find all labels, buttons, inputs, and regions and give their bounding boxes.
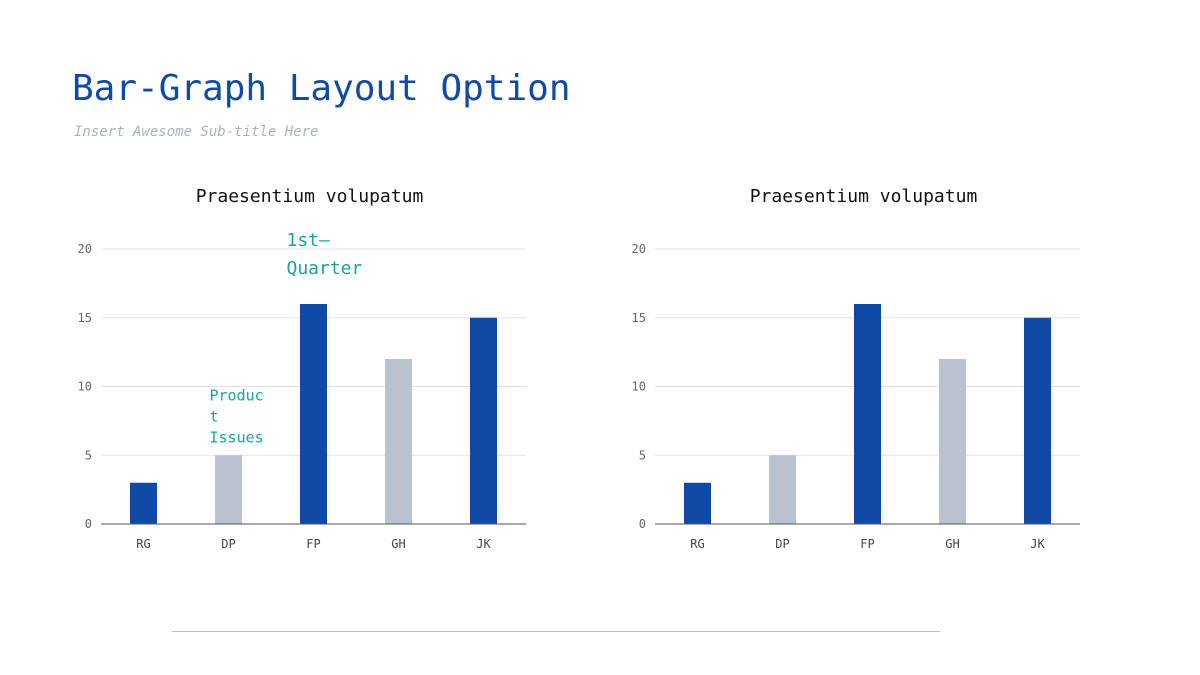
annotation-line: Quarter — [287, 258, 363, 279]
bar-dp — [215, 455, 242, 524]
bar-chart-left: Praesentium volupatum 0 5 10 15 20 RG DP FP GH JK 1… — [78, 186, 526, 551]
y-tick-label: 0 — [85, 517, 92, 531]
x-tick-label: JK — [476, 537, 491, 551]
y-tick-label: 5 — [639, 448, 646, 462]
annotation-line: Issues — [210, 428, 264, 446]
y-tick-label: 0 — [639, 517, 646, 531]
bar-chart-right: Praesentium volupatum 0 5 10 15 20 RG DP FP GH JK — [632, 186, 1080, 551]
annotation-issues: Produc t Issues — [210, 386, 264, 446]
annotation-line: t — [210, 407, 219, 425]
bar-fp — [300, 304, 327, 524]
bar-dp — [769, 455, 796, 524]
x-tick-label: GH — [391, 537, 405, 551]
y-tick-label: 10 — [632, 380, 646, 394]
y-tick-label: 20 — [632, 242, 646, 256]
annotation-quarter: 1st— Quarter — [287, 230, 363, 279]
annotation-line: Produc — [210, 386, 264, 404]
x-tick-label: GH — [945, 537, 959, 551]
x-tick-label: DP — [221, 537, 235, 551]
x-tick-label: FP — [860, 537, 874, 551]
bar-jk — [1024, 317, 1051, 524]
y-tick-label: 20 — [78, 242, 92, 256]
y-tick-label: 15 — [78, 311, 92, 325]
footer-divider — [172, 631, 940, 632]
annotation-line: 1st— — [287, 230, 331, 251]
x-tick-label: DP — [775, 537, 789, 551]
y-tick-label: 10 — [78, 380, 92, 394]
bar-gh — [385, 359, 412, 524]
bar-fp — [854, 304, 881, 524]
x-tick-label: RG — [690, 537, 704, 551]
chart-title: Praesentium volupatum — [196, 186, 424, 207]
bar-rg — [684, 482, 711, 524]
page-title: Bar-Graph Layout Option — [72, 68, 571, 109]
chart-panel-left: Praesentium volupatum 0 5 10 15 20 RG DP FP GH JK 1… — [40, 170, 560, 570]
bar-gh — [939, 359, 966, 524]
bar-jk — [470, 317, 497, 524]
chart-title: Praesentium volupatum — [750, 186, 978, 207]
x-tick-label: FP — [306, 537, 320, 551]
bar-rg — [130, 482, 157, 524]
chart-panel-right: Praesentium volupatum 0 5 10 15 20 RG DP FP GH JK — [594, 170, 1114, 570]
y-tick-label: 15 — [632, 311, 646, 325]
x-tick-label: RG — [136, 537, 150, 551]
x-tick-label: JK — [1030, 537, 1045, 551]
y-tick-label: 5 — [85, 448, 92, 462]
page-subtitle: Insert Awesome Sub-title Here — [74, 124, 319, 140]
